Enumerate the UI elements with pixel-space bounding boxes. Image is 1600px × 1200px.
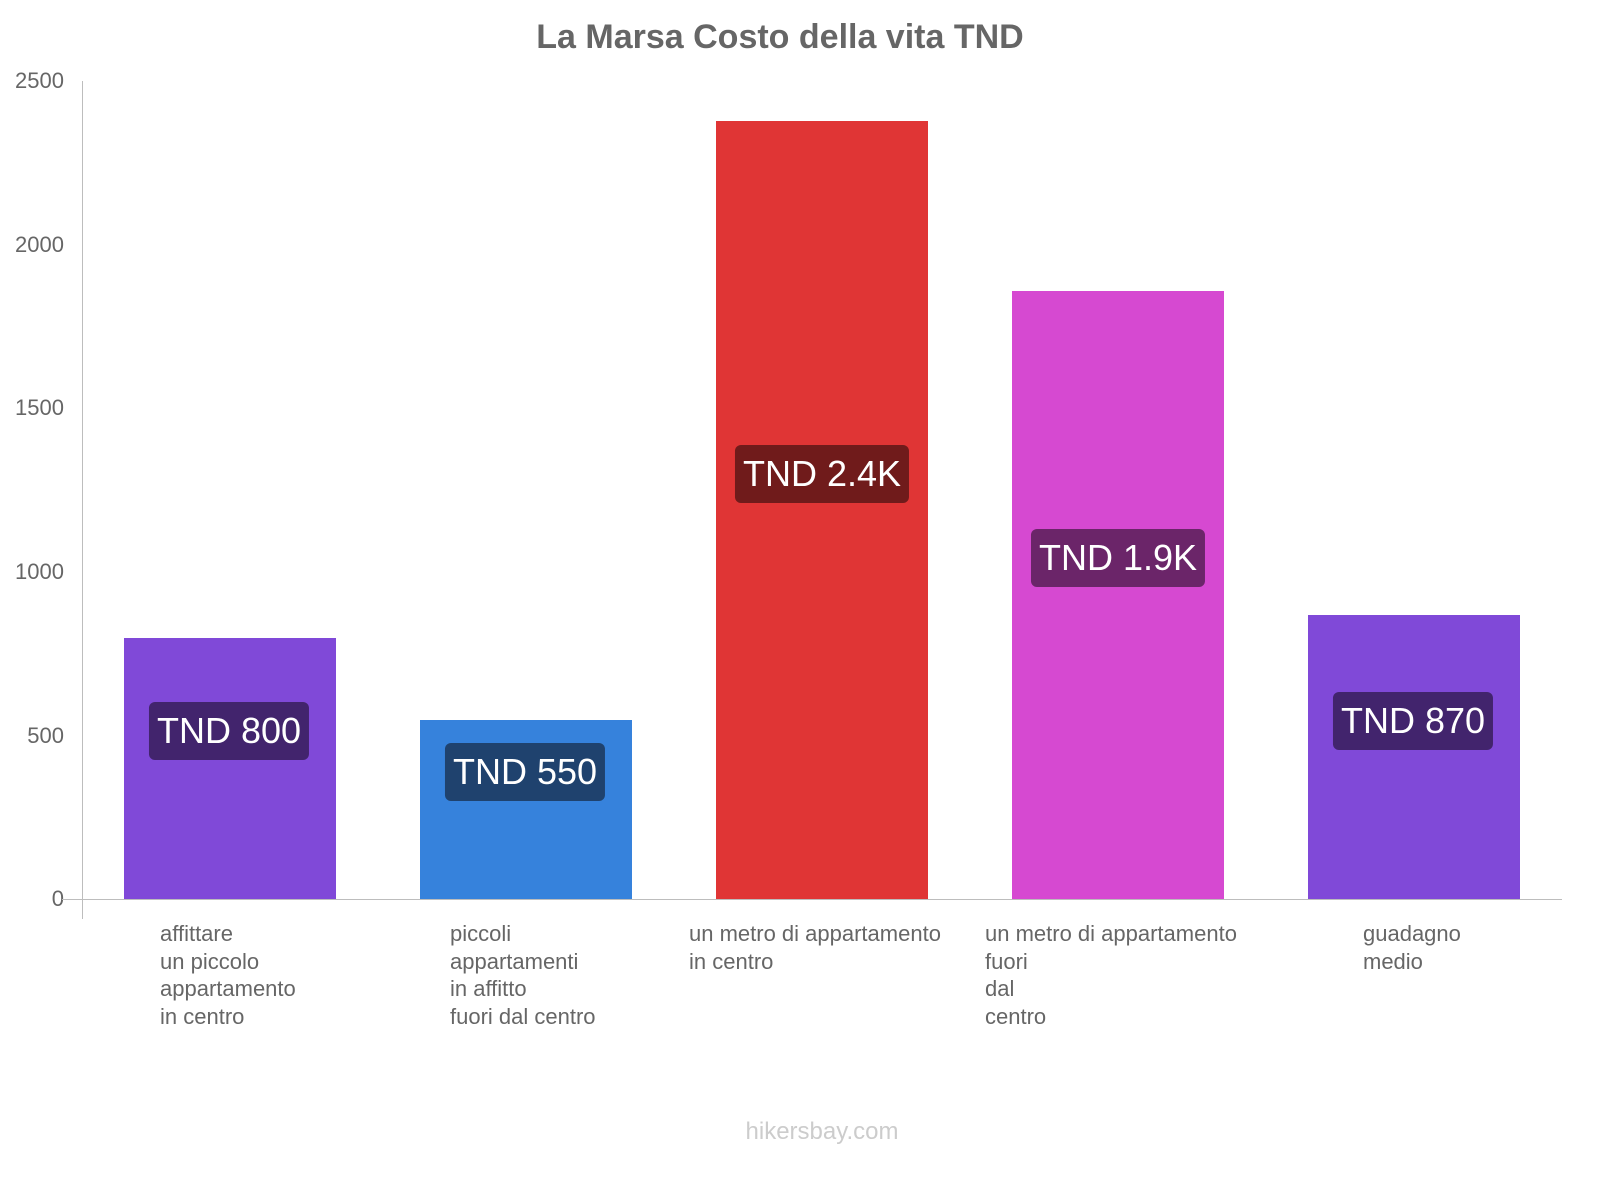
watermark: hikersbay.com	[745, 1118, 899, 1145]
y-axis-line	[82, 81, 83, 919]
bar-value-label: TND 2.4K	[734, 445, 910, 503]
x-label: un metro di appartamento in centro	[689, 921, 941, 974]
bar-sqm-center	[716, 121, 928, 899]
y-tick-2500: 2500	[15, 68, 64, 93]
bar-average-income	[1308, 615, 1520, 899]
y-tick-1500: 1500	[15, 395, 64, 420]
bar-sqm-outside	[1012, 291, 1224, 899]
x-label: guadagno medio	[1363, 921, 1461, 974]
chart-title: La Marsa Costo della vita TND	[536, 18, 1024, 56]
bar-value-label: TND 1.9K	[1030, 529, 1206, 587]
y-tick-500: 500	[27, 723, 64, 748]
bar-value-label: TND 870	[1332, 692, 1494, 750]
bar-rent-small-center	[124, 638, 336, 899]
bar-value-label: TND 550	[444, 743, 606, 801]
y-tick-0: 0	[51, 886, 64, 911]
y-tick-1000: 1000	[15, 559, 64, 584]
x-label: piccoli appartamenti in affitto fuori da…	[450, 921, 596, 1029]
y-tick-2000: 2000	[15, 232, 64, 257]
x-label: affittare un piccolo appartamento in cen…	[160, 921, 296, 1029]
x-axis-line	[62, 899, 1562, 900]
x-label: un metro di appartamento fuori dal centr…	[985, 921, 1237, 1029]
bar-value-label: TND 800	[148, 702, 310, 760]
